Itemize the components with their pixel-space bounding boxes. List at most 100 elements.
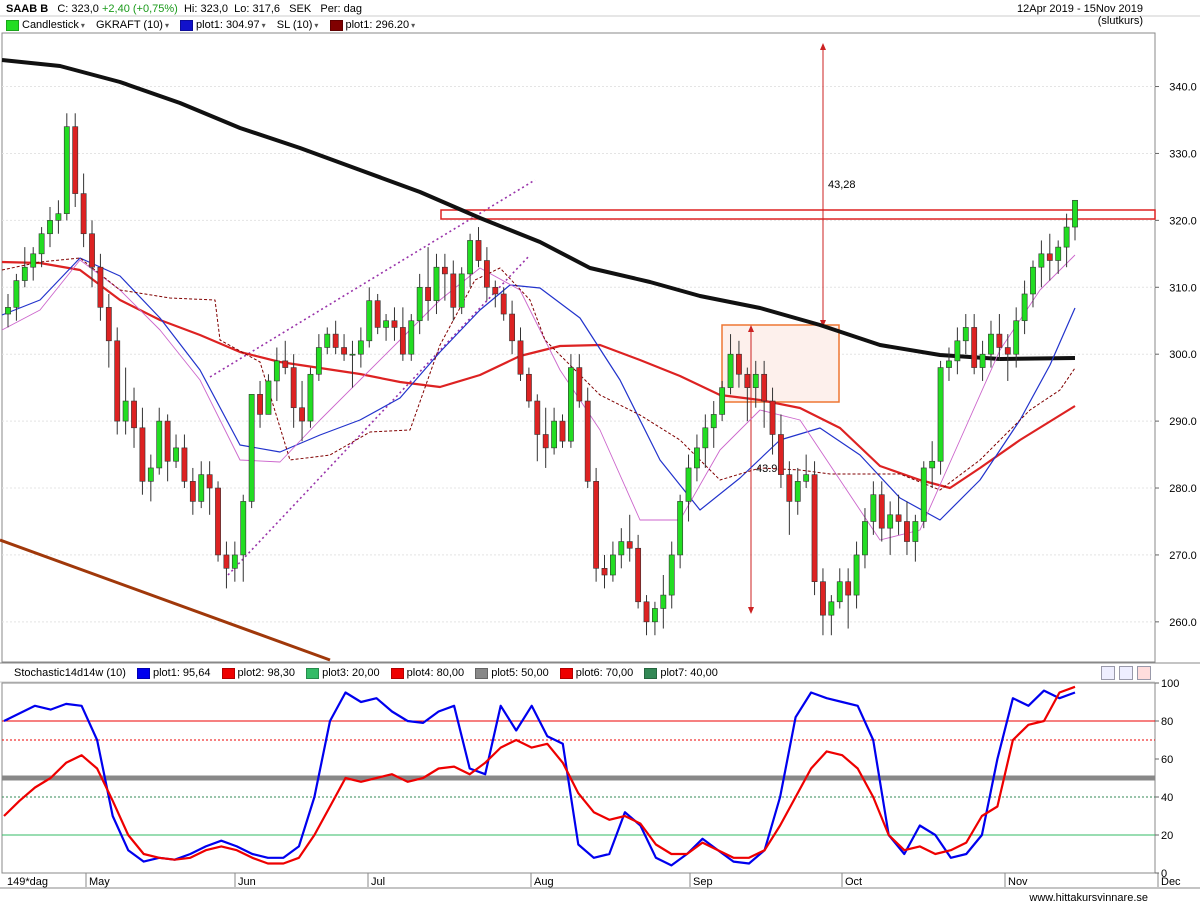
candle [475,227,482,268]
candle-body [719,387,726,415]
candle-body [610,554,616,576]
candle-body [147,467,154,482]
candle-body [1063,226,1070,248]
candle [131,387,137,448]
candle [929,441,936,489]
toolbar-label: GKRAFT (10) [95,19,163,31]
candle [425,247,431,321]
resistance-zone [440,209,1156,220]
toolbar-label: plot1: 296.20 [345,19,410,31]
candle [341,334,347,361]
candle [349,340,356,388]
candle [198,461,205,509]
candle [105,293,112,368]
toolbar-plot1-maroon[interactable]: plot1: 296.20 ▾ [329,19,416,31]
candle-body [80,193,87,235]
stochastic-series-2 [3,685,1076,865]
candle [500,287,507,321]
date-range: 12Apr 2019 - 15Nov 2019 [1017,3,1143,15]
candle [744,367,751,422]
axes: 260.0 270.0 280.0 290.0 300.0 310.0 320.0 330.0… [85,82,1197,888]
toolbar-gkraft[interactable]: GKRAFT (10) ▾ [96,19,169,31]
low-value: Lo: 317,6 [234,3,280,15]
candle [509,300,515,355]
candle [626,514,633,562]
month-label: Aug [534,876,554,888]
magenta-ma-line [1,254,1076,541]
candle [786,461,793,535]
candle-body [744,373,751,388]
candle [391,307,398,341]
candle-body [937,367,944,462]
candle [257,380,263,428]
panel-close-icon[interactable] [1137,666,1151,680]
candle [290,354,297,428]
chart-frame [0,15,1200,889]
candle-body [47,220,53,235]
candle-body [778,434,784,475]
candle [769,387,776,455]
candle-body [21,266,28,281]
candle-body [189,481,196,502]
channel-lower-line [227,254,531,576]
candle [399,307,406,361]
candle [652,601,658,636]
candle-body [450,273,457,308]
candle [332,320,339,355]
candle [273,347,280,402]
price-tick-label: 340.0 [1169,82,1197,94]
candle-body [635,547,642,603]
candle [357,327,364,368]
candle [702,414,709,468]
price-tick-label: 270.0 [1169,550,1197,562]
candle [366,287,373,348]
legend-label: plot5: 50,00 [491,667,549,679]
candle [845,568,852,629]
candle [139,407,146,495]
candle-body [660,594,667,609]
toolbar-candlestick[interactable]: Candlestick ▾ [6,19,85,31]
dropdown-arrow-icon: ▾ [261,20,266,30]
ma-200-line [1,58,1076,361]
candle [551,407,558,455]
candle [21,247,28,288]
header-bar: SAAB B C: 323,0 +2,40 (+0,75%) Hi: 323,0… [6,3,362,15]
candle-body [164,420,171,462]
candle [542,407,549,468]
candle-body [282,360,289,368]
candle-body [559,420,566,442]
candle [38,227,45,268]
candle [458,267,465,315]
candle-body [962,327,969,342]
price-grid [2,86,1155,623]
dropdown-arrow-icon: ▾ [411,20,416,30]
candle [778,414,784,489]
candle-body [215,487,221,556]
candle [55,200,62,234]
panel-maximize-icon[interactable] [1119,666,1133,680]
candle-body [72,126,79,194]
candle-body [458,273,465,308]
toolbar-label: Candlestick [22,19,79,31]
candle-body [694,447,700,469]
candle-body [887,514,894,529]
candle-body [433,266,440,301]
toolbar-plot1-blue[interactable]: plot1: 304.97 ▾ [180,19,266,31]
candle-body [1038,253,1045,268]
panel-properties-icon[interactable] [1101,666,1115,680]
candle [828,595,835,636]
candle [601,554,608,589]
candle [584,387,591,489]
price-tick-label: 310.0 [1169,282,1197,294]
candle-body [551,420,558,449]
candle-body [492,286,499,295]
candle-body [299,407,305,422]
toolbar-sl[interactable]: SL (10) ▾ [277,19,319,31]
candle-body [1072,199,1078,228]
candle [593,467,600,582]
legend-plot4: plot4: 80,00 [390,667,464,679]
candle [114,327,121,435]
candle [803,454,810,489]
stochastic-title[interactable]: Stochastic14d14w (10) [14,667,126,679]
candle-body [786,474,793,502]
